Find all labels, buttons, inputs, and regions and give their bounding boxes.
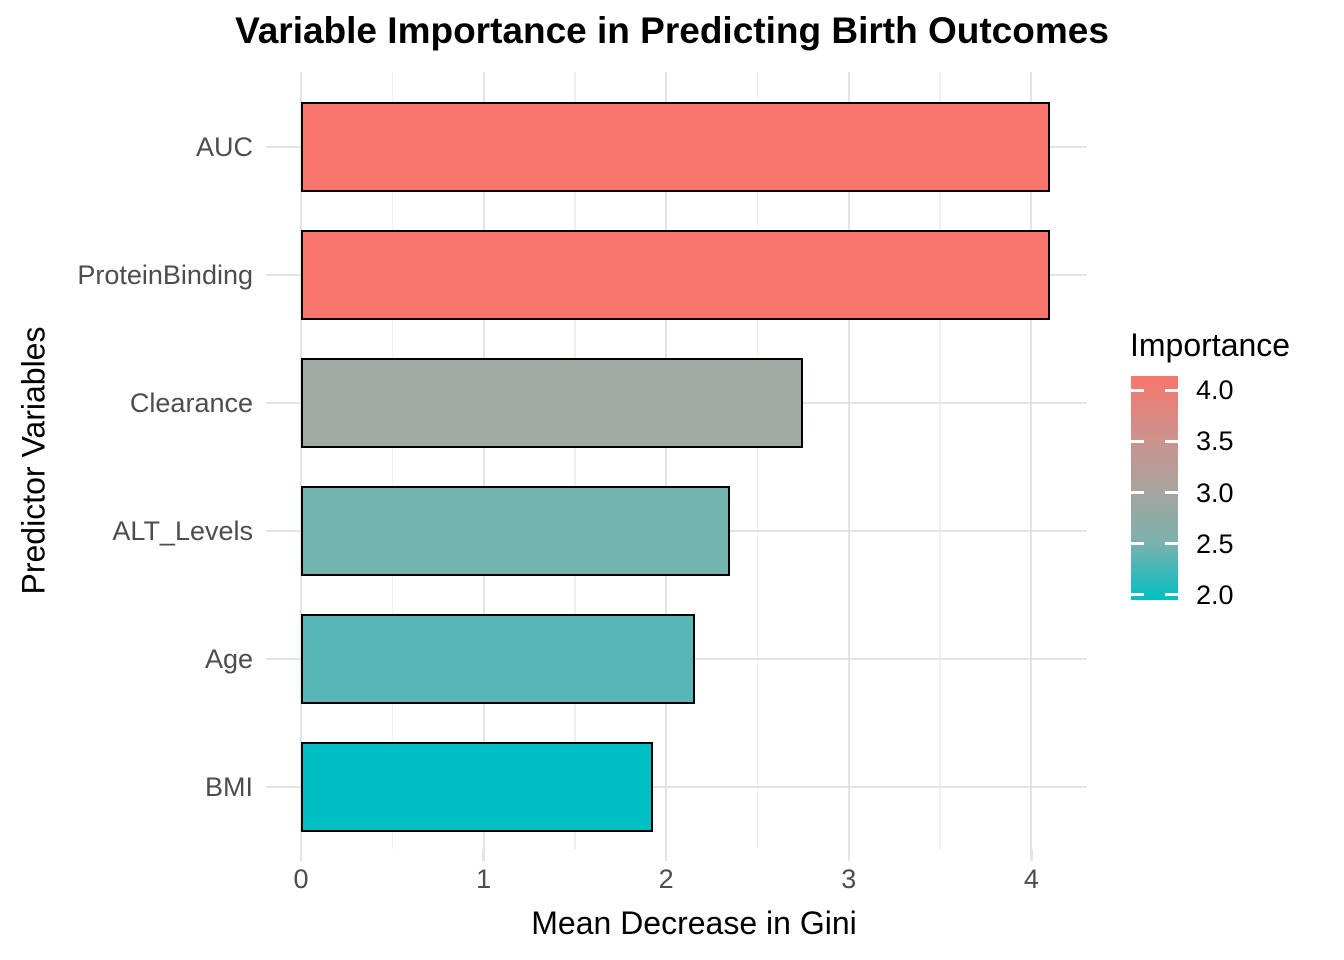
- gridline-minor-x: [756, 72, 759, 849]
- y-tick: [266, 529, 300, 533]
- bar-clearance: [301, 358, 804, 448]
- gridline-major-y: [301, 786, 1087, 788]
- plot-panel: [300, 72, 1087, 849]
- y-axis-title-wrap: Predictor Variables: [14, 72, 54, 849]
- legend-tick-left: [1131, 593, 1144, 597]
- x-tick-label: 2: [658, 864, 674, 894]
- legend-tick-left: [1131, 491, 1144, 495]
- legend-tick-right: [1165, 388, 1178, 392]
- bar-proteinbinding: [301, 230, 1050, 320]
- bar-age: [301, 614, 696, 704]
- legend-colorbar: [1131, 376, 1178, 600]
- y-tick: [266, 145, 300, 149]
- gridline-major-x: [1030, 72, 1033, 849]
- y-label-proteinbinding: ProteinBinding: [77, 260, 253, 290]
- x-tick-label: 3: [841, 864, 857, 894]
- y-label-age: Age: [204, 644, 253, 674]
- x-tick: [299, 849, 303, 861]
- y-tick: [266, 785, 300, 789]
- legend-tick-left: [1131, 439, 1144, 443]
- legend-tick-right: [1165, 542, 1178, 546]
- gridline-major-x: [482, 72, 485, 849]
- x-tick: [482, 849, 485, 861]
- y-label-bmi: BMI: [204, 772, 253, 802]
- bar-auc: [301, 102, 1050, 192]
- legend-tick-left: [1131, 542, 1144, 546]
- y-tick: [266, 273, 300, 277]
- gridline-minor-x: [574, 72, 576, 849]
- legend-tick-right: [1165, 593, 1178, 597]
- legend-title: Importance: [1130, 327, 1291, 363]
- legend-tick-label: 3.5: [1196, 426, 1234, 457]
- legend-tick-right: [1165, 439, 1178, 443]
- gridline-major-x: [665, 72, 668, 849]
- legend-tick-label: 3.0: [1196, 477, 1234, 508]
- gridline-major-x: [847, 72, 850, 849]
- legend-tick-label: 2.0: [1196, 579, 1234, 610]
- y-tick: [266, 401, 300, 405]
- y-axis-title: Predictor Variables: [15, 326, 52, 595]
- bar-bmi: [301, 742, 654, 832]
- legend-tick-label: 4.0: [1196, 375, 1234, 406]
- legend-tick-left: [1131, 388, 1144, 392]
- y-label-clearance: Clearance: [129, 388, 253, 418]
- x-tick-label: 4: [1023, 864, 1039, 894]
- y-tick: [266, 657, 300, 661]
- x-tick: [664, 849, 668, 861]
- gridline-minor-x: [939, 72, 941, 849]
- x-tick-label: 1: [476, 864, 492, 894]
- y-label-alt-levels: ALT_Levels: [112, 516, 253, 546]
- chart-title: Variable Importance in Predicting Birth …: [235, 10, 1109, 51]
- bar-alt-levels: [301, 486, 731, 576]
- legend-tick-label: 2.5: [1196, 528, 1234, 559]
- y-label-auc: AUC: [195, 132, 253, 162]
- x-tick-label: 0: [293, 864, 309, 894]
- x-tick: [1030, 849, 1033, 861]
- legend-tick-right: [1165, 491, 1178, 495]
- x-axis-title: Mean Decrease in Gini: [531, 905, 857, 941]
- gridline-major-x: [300, 72, 302, 849]
- gridline-minor-x: [391, 72, 394, 849]
- x-tick: [847, 849, 851, 861]
